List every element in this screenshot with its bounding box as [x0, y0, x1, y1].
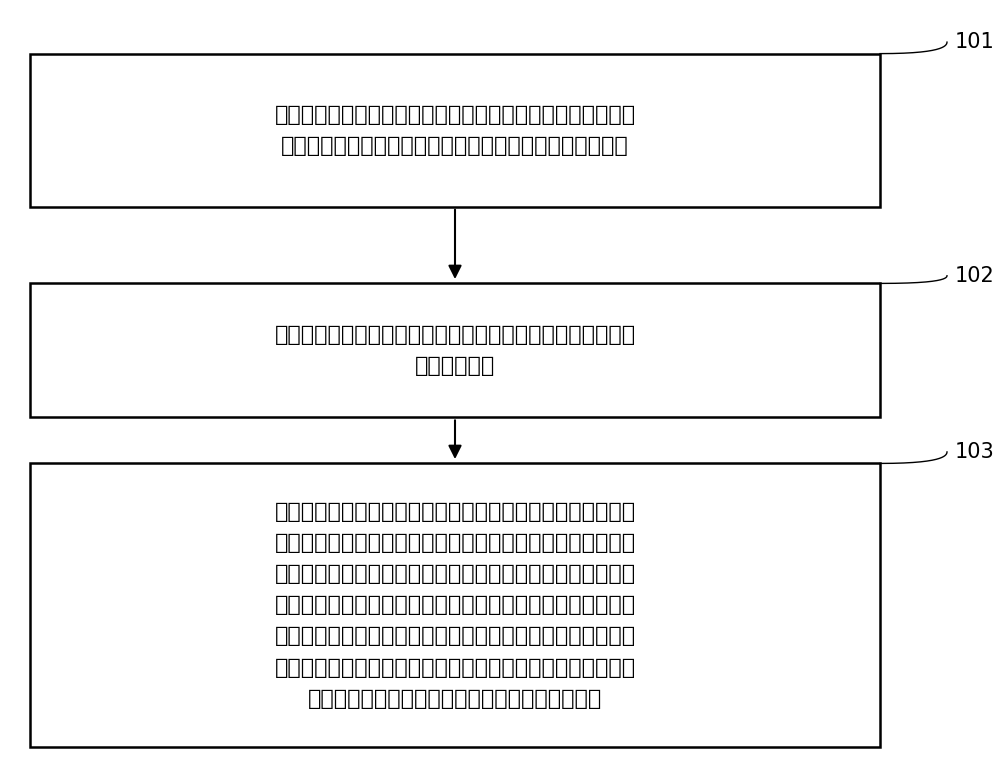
Text: 101: 101: [955, 32, 995, 52]
Text: 根据强度对热带气旋路径点历史数据进行分类得到各类热带气
旋路径点数据: 根据强度对热带气旋路径点历史数据进行分类得到各类热带气 旋路径点数据: [274, 325, 636, 376]
Bar: [30, 463, 880, 747]
Bar: [30, 54, 880, 207]
Text: 收集对待测地区能见度有影响的热带气旋路径点历史数据、对
应时间所述待测地区的能见度历史数据及相对湿度历史数据: 收集对待测地区能见度有影响的热带气旋路径点历史数据、对 应时间所述待测地区的能见…: [274, 105, 636, 155]
Bar: [30, 283, 880, 417]
Text: 将所述待测地区的预测范围划分为多个区间，针对每一强度的
热带气旋，在所述区间内同一热带气旋保留一个路径点，根据
保留路径点数据、所述保留路径点对应所述待测地区的: 将所述待测地区的预测范围划分为多个区间，针对每一强度的 热带气旋，在所述区间内同…: [274, 502, 636, 709]
Text: 103: 103: [955, 442, 995, 462]
Text: 102: 102: [955, 266, 995, 286]
